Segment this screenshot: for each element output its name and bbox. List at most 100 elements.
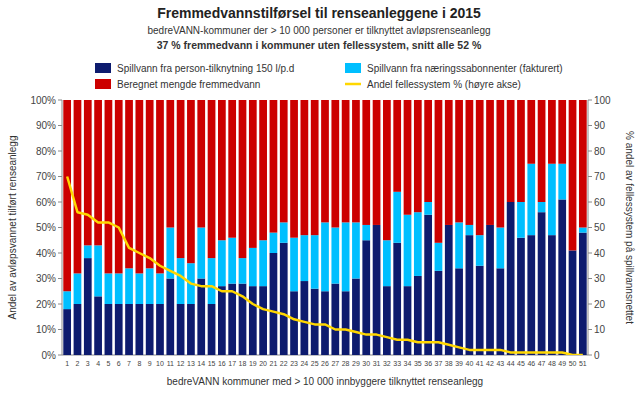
- bar: [445, 100, 453, 225]
- bar: [249, 286, 257, 355]
- bar: [63, 291, 71, 309]
- bar: [476, 235, 484, 266]
- y2-tick: [588, 253, 592, 254]
- bar: [404, 286, 412, 355]
- bar: [342, 100, 350, 222]
- x-tick-label: 8: [137, 360, 141, 367]
- bar: [125, 304, 133, 355]
- bar: [239, 100, 247, 258]
- bar: [239, 258, 247, 284]
- bar: [486, 100, 494, 225]
- x-tick-label: 42: [486, 360, 494, 367]
- y-tick: [58, 355, 62, 356]
- bar: [105, 304, 113, 355]
- x-tick-label: 50: [569, 360, 577, 367]
- x-tick-label: 24: [300, 360, 308, 367]
- y-tick-label: 80%: [36, 146, 56, 157]
- x-tick-label: 30: [362, 360, 370, 367]
- bar: [311, 100, 319, 235]
- bar: [352, 222, 360, 278]
- bar: [476, 100, 484, 235]
- bar: [331, 284, 339, 355]
- bar: [362, 240, 370, 355]
- bar: [393, 100, 401, 192]
- bar: [496, 228, 504, 269]
- bar: [301, 281, 309, 355]
- bar: [321, 222, 329, 291]
- y-tick: [58, 253, 62, 254]
- y2-tick-label: 20: [594, 299, 606, 310]
- x-tick-label: 26: [321, 360, 329, 367]
- y2-tick-label: 0: [594, 350, 600, 361]
- legend-label: Andel fellessystem % (høyre akse): [367, 79, 521, 90]
- bar: [311, 289, 319, 355]
- bar: [486, 225, 494, 355]
- y2-tick: [588, 151, 592, 152]
- y-tick: [58, 227, 62, 228]
- x-tick-label: 17: [228, 360, 236, 367]
- x-tick-label: 20: [259, 360, 267, 367]
- bar: [496, 100, 504, 228]
- x-tick-label: 34: [404, 360, 412, 367]
- y-tick-label: 100%: [30, 95, 56, 106]
- bar: [187, 304, 195, 355]
- y-tick-label: 40%: [36, 248, 56, 259]
- bar: [63, 100, 71, 291]
- y2-tick: [588, 304, 592, 305]
- y2-tick-label: 10: [594, 324, 606, 335]
- bar: [259, 100, 267, 240]
- y2-tick: [588, 100, 592, 101]
- bar: [352, 100, 360, 222]
- x-tick-label: 47: [538, 360, 546, 367]
- y2-tick: [588, 176, 592, 177]
- x-tick-label: 19: [249, 360, 257, 367]
- bar: [280, 243, 288, 355]
- bar: [301, 235, 309, 281]
- bar: [146, 100, 154, 268]
- y-tick-label: 30%: [36, 273, 56, 284]
- bar: [156, 304, 164, 355]
- bar: [259, 240, 267, 286]
- bar: [301, 100, 309, 235]
- y-tick-label: 0%: [42, 350, 57, 361]
- bar: [84, 258, 92, 355]
- bar: [94, 245, 102, 296]
- legend-swatch: [95, 63, 111, 73]
- bar: [455, 100, 463, 222]
- x-tick-label: 28: [342, 360, 350, 367]
- x-tick-label: 21: [270, 360, 278, 367]
- bar: [177, 258, 185, 304]
- y-axis-label: Andel av avløpsvannet tilført renseanleg…: [7, 136, 18, 320]
- bar: [74, 100, 82, 273]
- bar: [228, 284, 236, 355]
- x-tick-label: 2: [76, 360, 80, 367]
- bar: [280, 100, 288, 222]
- bar: [342, 291, 350, 355]
- y-tick-label: 70%: [36, 171, 56, 182]
- bar: [404, 215, 412, 286]
- bar: [321, 291, 329, 355]
- bar: [466, 100, 474, 225]
- x-tick-label: 15: [208, 360, 216, 367]
- bar: [94, 296, 102, 355]
- bar: [538, 100, 546, 202]
- bar: [270, 100, 278, 233]
- background: [0, 0, 638, 417]
- bar: [135, 273, 143, 304]
- bar: [352, 279, 360, 356]
- bar: [228, 238, 236, 284]
- bar: [218, 286, 226, 355]
- x-tick-label: 12: [177, 360, 185, 367]
- x-tick-label: 18: [239, 360, 247, 367]
- y-tick-label: 20%: [36, 299, 56, 310]
- bar: [527, 100, 535, 164]
- y-tick-label: 60%: [36, 197, 56, 208]
- bar: [156, 273, 164, 304]
- bar: [105, 100, 113, 273]
- bar: [146, 304, 154, 355]
- legend-label: Beregnet mengde fremmedvann: [117, 79, 260, 90]
- bar: [218, 100, 226, 240]
- bar: [321, 100, 329, 222]
- bar: [166, 100, 174, 228]
- legend-swatch: [345, 63, 361, 73]
